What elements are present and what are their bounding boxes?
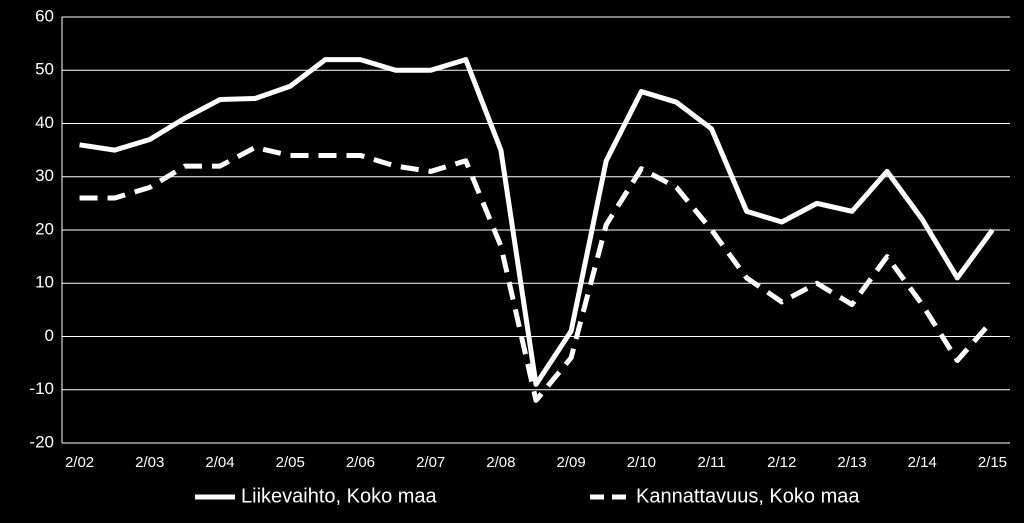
legend: Liikevaihto, Koko maa Kannattavuus, Koko …	[195, 485, 860, 507]
x-tick-label: 2/13	[837, 454, 866, 471]
x-tick-label: 2/06	[346, 454, 375, 471]
x-tick-label: 2/07	[416, 454, 445, 471]
y-tick-label: 0	[45, 326, 54, 345]
x-tick-label: 2/11	[698, 454, 726, 471]
y-tick-label: 30	[35, 166, 54, 185]
y-tick-label: -10	[29, 379, 54, 398]
x-tick-label: 2/03	[135, 454, 164, 471]
y-tick-label: 50	[35, 60, 54, 79]
x-tick-label: 2/08	[486, 454, 515, 471]
x-tick-label: 2/09	[557, 454, 586, 471]
x-tick-label: 2/15	[978, 454, 1007, 471]
y-tick-label: 10	[35, 273, 54, 292]
x-tick-label: 2/02	[65, 454, 94, 471]
x-tick-label: 2/14	[908, 454, 937, 471]
y-tick-label: 40	[35, 113, 54, 132]
x-tick-label: 2/10	[627, 454, 656, 471]
y-tick-label: 20	[35, 219, 54, 238]
x-tick-label: 2/04	[205, 454, 234, 471]
series-line	[79, 144, 995, 403]
y-tick-label: 60	[35, 6, 54, 25]
x-tick-label: 2/12	[767, 454, 796, 471]
y-tick-label: -20	[29, 432, 54, 451]
x-tick-label: 2/05	[276, 454, 305, 471]
legend-label: Liikevaihto, Koko maa	[241, 485, 438, 507]
legend-label: Kannattavuus, Koko maa	[636, 485, 860, 507]
series-line	[79, 57, 995, 387]
